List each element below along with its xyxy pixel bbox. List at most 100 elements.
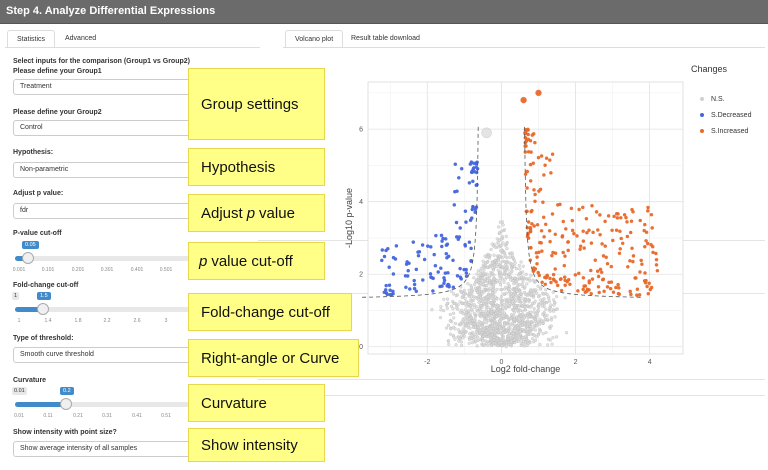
data-point (457, 176, 461, 180)
data-point (523, 297, 528, 302)
slider-handle[interactable] (37, 303, 49, 315)
curvature-label: Curvature (13, 377, 47, 384)
data-point (552, 303, 556, 307)
data-point (461, 294, 465, 298)
data-point (518, 309, 523, 313)
data-point (532, 188, 536, 192)
data-point (614, 228, 619, 232)
data-point (459, 322, 463, 326)
data-point (544, 156, 549, 160)
data-point (503, 323, 507, 327)
data-point (431, 276, 435, 281)
data-point (529, 245, 533, 250)
data-point (625, 234, 630, 239)
data-point (518, 318, 522, 322)
data-point (645, 241, 650, 246)
tab-result-table-download[interactable]: Result table download (351, 35, 420, 42)
data-point (439, 233, 444, 238)
data-point (550, 212, 555, 216)
data-point (553, 315, 557, 319)
data-point (527, 322, 531, 326)
data-point (547, 229, 552, 233)
data-point (550, 253, 554, 258)
data-point (644, 230, 649, 235)
data-point (529, 289, 533, 293)
data-point (536, 309, 540, 313)
data-point (593, 258, 598, 262)
annotation-text: Adjust (201, 204, 243, 222)
data-point (523, 285, 527, 289)
slider-tick-label: 1 (17, 318, 21, 324)
data-point (563, 278, 567, 283)
data-point (543, 163, 547, 167)
data-point (596, 274, 601, 279)
data-point (483, 254, 487, 258)
data-point (610, 228, 614, 233)
data-point (529, 305, 533, 309)
data-point (498, 255, 502, 259)
data-point (560, 235, 565, 239)
data-point (554, 335, 559, 339)
slider-value-bubble: 0.05 (22, 241, 39, 249)
data-point (459, 166, 464, 171)
foldchange-cutoff-slider[interactable]: 1 1.5 11.41.82.22.633.43.8 (12, 292, 270, 324)
data-point (447, 342, 451, 346)
data-point (507, 333, 511, 337)
data-point (488, 279, 492, 283)
data-point (639, 258, 643, 263)
data-point (483, 277, 488, 281)
data-point (519, 260, 523, 264)
data-point (617, 286, 621, 290)
data-point (468, 337, 472, 341)
data-point (616, 282, 620, 287)
data-point (469, 285, 474, 289)
legend-item-increased[interactable]: S.Increased (700, 128, 748, 135)
data-point (456, 237, 461, 242)
data-point (456, 307, 460, 311)
data-point (453, 327, 457, 331)
data-point (523, 305, 527, 309)
data-point (617, 292, 622, 296)
data-point (539, 229, 544, 233)
data-point (412, 286, 417, 291)
legend-item-ns[interactable]: N.S. (700, 96, 725, 103)
y-tick-label: 2 (359, 272, 363, 279)
data-point (646, 209, 650, 213)
slider-handle[interactable] (22, 252, 34, 264)
data-point (529, 150, 533, 154)
y-tick-label: 0 (359, 344, 363, 351)
data-point (550, 152, 555, 156)
annotation-text: Hypothesis (201, 158, 276, 176)
data-point (495, 337, 499, 341)
data-point (563, 254, 567, 258)
data-point (535, 324, 539, 328)
slider-handle[interactable] (60, 398, 72, 410)
data-point (476, 278, 481, 282)
data-point (480, 337, 484, 341)
data-point (440, 244, 444, 249)
data-point (412, 278, 416, 283)
data-point (453, 189, 457, 194)
data-point (479, 269, 483, 273)
data-point (511, 332, 515, 336)
data-point (512, 291, 516, 295)
data-point (504, 291, 508, 295)
data-point (493, 336, 497, 340)
data-point (573, 273, 578, 277)
data-point (523, 308, 527, 312)
data-point (582, 284, 586, 288)
tab-advanced[interactable]: Advanced (65, 35, 97, 42)
data-point (561, 250, 565, 255)
data-point (485, 272, 489, 276)
data-point (525, 186, 529, 190)
data-point (533, 328, 537, 332)
data-point (515, 330, 519, 334)
legend-item-decreased[interactable]: S.Decreased (700, 112, 751, 119)
slider-tick-label: 0.401 (130, 267, 144, 273)
data-point (383, 288, 388, 292)
data-point (482, 288, 486, 292)
data-point (501, 241, 505, 245)
legend-label: N.S. (711, 96, 725, 103)
slider-fill (15, 307, 43, 312)
data-point (517, 263, 521, 267)
